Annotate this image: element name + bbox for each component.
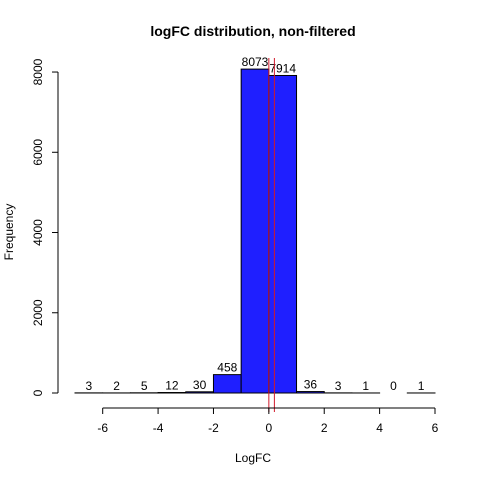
x-tick-label: -2 <box>208 421 219 435</box>
x-tick-label: -4 <box>153 421 164 435</box>
bar-count-label: 7914 <box>269 61 296 75</box>
x-tick-label: 0 <box>266 421 273 435</box>
histogram-bar <box>268 74 298 394</box>
bar-count-label: 1 <box>362 379 369 393</box>
bars-group <box>74 68 436 394</box>
bar-labels-group: 3 2 5 12 30 458 8073 7914 36 3 1 0 1 <box>86 55 425 393</box>
y-tick-label: 4000 <box>31 219 45 246</box>
histogram-bar <box>240 68 270 394</box>
bar-count-label: 12 <box>165 379 179 393</box>
chart-title: logFC distribution, non-filtered <box>150 23 355 39</box>
y-tick-label: 8000 <box>31 58 45 85</box>
histogram-bar <box>296 391 325 394</box>
bar-count-label: 2 <box>113 379 120 393</box>
x-tick-label: 2 <box>321 421 328 435</box>
x-axis-label: LogFC <box>235 451 271 465</box>
bar-count-label: 36 <box>304 378 318 392</box>
bar-count-label: 1 <box>418 379 425 393</box>
y-axis: 0 2000 4000 6000 8000 <box>31 58 59 396</box>
x-axis: -6 -4 -2 0 2 4 6 <box>97 407 439 435</box>
y-tick-label: 6000 <box>31 139 45 166</box>
x-tick-label: -6 <box>97 421 108 435</box>
bar-count-label: 458 <box>217 361 237 375</box>
histogram-bar <box>185 391 214 394</box>
bar-count-label: 3 <box>335 379 342 393</box>
bar-count-label: 5 <box>141 379 148 393</box>
x-tick-label: 6 <box>432 421 439 435</box>
histogram-bar <box>212 374 242 394</box>
bar-count-label: 8073 <box>242 55 269 69</box>
x-tick-label: 4 <box>376 421 383 435</box>
reference-lines-group <box>268 58 275 412</box>
y-tick-label: 2000 <box>31 299 45 326</box>
y-axis-label: Frequency <box>2 204 16 261</box>
bar-count-label: 0 <box>390 379 397 393</box>
bar-count-label: 30 <box>193 378 207 392</box>
y-tick-label: 0 <box>31 389 45 396</box>
bar-count-label: 3 <box>86 379 93 393</box>
